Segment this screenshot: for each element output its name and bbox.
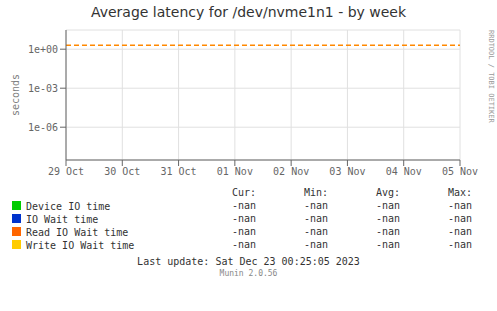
- svg-text:1e-06: 1e-06: [28, 122, 58, 133]
- svg-text:01 Nov: 01 Nov: [217, 166, 253, 177]
- svg-text:1e-03: 1e-03: [28, 83, 58, 94]
- html-text:-nan: -nan: [303, 226, 328, 237]
- html-text:Average latency for /dev/nvme1: Average latency for /dev/nvme1n1 - by we…: [90, 4, 407, 20]
- html-text:-nan: -nan: [375, 239, 400, 250]
- html-text:-nan: -nan: [375, 213, 400, 224]
- html-text:Cur:: Cur:: [231, 187, 256, 198]
- html-text:-nan: -nan: [447, 226, 472, 237]
- html-text:-nan: -nan: [231, 239, 256, 250]
- svg-text:30 Oct: 30 Oct: [104, 166, 140, 177]
- html-text:Device IO time: Device IO time: [26, 200, 111, 212]
- svg-text:seconds: seconds: [10, 74, 21, 116]
- html-text:IO Wait time: IO Wait time: [26, 213, 99, 225]
- svg-text:03 Nov: 03 Nov: [329, 166, 365, 177]
- html-text:RRDTOOL / TOBI OETIKER: RRDTOOL / TOBI OETIKER: [487, 30, 495, 123]
- svg-text:1e+00: 1e+00: [28, 44, 58, 55]
- html-text:-nan: -nan: [447, 200, 472, 211]
- svg-text:02 Nov: 02 Nov: [273, 166, 309, 177]
- html-text:-nan: -nan: [303, 213, 328, 224]
- html-text:-nan: -nan: [231, 213, 256, 224]
- html-text:-nan: -nan: [303, 200, 328, 211]
- svg-text:05 Nov: 05 Nov: [442, 166, 478, 177]
- html-text:Max:: Max:: [447, 187, 472, 198]
- html-text:-nan: -nan: [447, 213, 472, 224]
- svg-text:31 Oct: 31 Oct: [161, 166, 197, 177]
- html-text:-nan: -nan: [231, 226, 256, 237]
- html-text:Last update: Sat Dec 23 00:25:: Last update: Sat Dec 23 00:25:05 2023: [137, 256, 360, 267]
- html-text:-nan: -nan: [231, 200, 256, 211]
- html-text:Read IO Wait time: Read IO Wait time: [26, 226, 129, 238]
- svg-text:04 Nov: 04 Nov: [386, 166, 422, 177]
- svg-text:29 Oct: 29 Oct: [48, 166, 84, 177]
- html-text:Write IO Wait time: Write IO Wait time: [26, 239, 135, 251]
- html-text:Munin 2.0.56: Munin 2.0.56: [219, 269, 278, 278]
- html-text:-nan: -nan: [303, 239, 328, 250]
- html-text:Min:: Min:: [303, 187, 328, 198]
- html-text:-nan: -nan: [375, 226, 400, 237]
- html-text:-nan: -nan: [375, 200, 400, 211]
- html-text:Avg:: Avg:: [375, 187, 400, 198]
- html-text:-nan: -nan: [447, 239, 472, 250]
